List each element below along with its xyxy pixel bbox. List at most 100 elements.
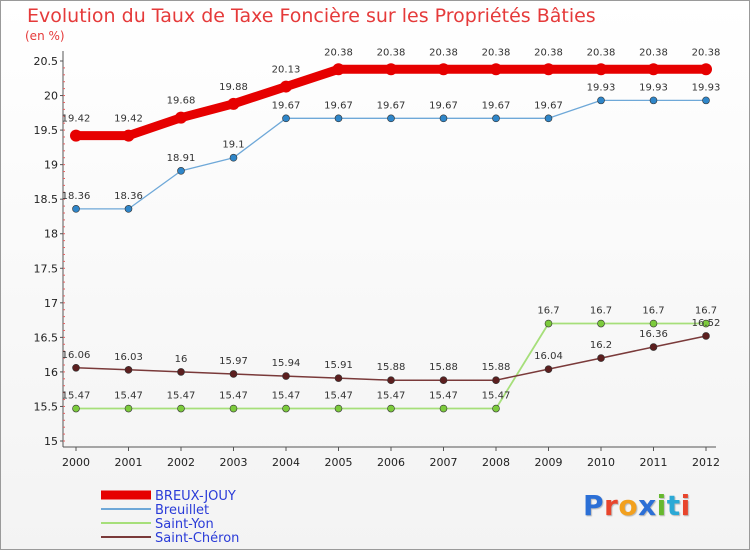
x-tick-label: 2000 — [62, 456, 90, 469]
data-point — [70, 129, 82, 142]
y-tick-label: 20.5 — [34, 55, 59, 68]
data-point — [385, 63, 397, 76]
data-label: 15.88 — [377, 362, 406, 373]
data-label: 15.88 — [482, 362, 511, 373]
data-label: 16.06 — [62, 350, 91, 361]
data-point — [647, 63, 660, 76]
data-point — [72, 363, 80, 372]
data-point — [597, 96, 605, 105]
logo-letter: P — [583, 489, 605, 522]
data-point — [229, 370, 238, 378]
data-point — [124, 205, 133, 213]
data-point — [124, 404, 133, 413]
data-label: 16.7 — [642, 306, 664, 317]
y-tick-label: 19.5 — [34, 124, 59, 137]
x-tick-label: 2005 — [325, 456, 353, 469]
data-point — [492, 404, 500, 413]
y-tick-label: 18 — [44, 228, 58, 241]
data-point — [437, 63, 450, 76]
data-point — [177, 368, 185, 376]
data-label: 16.36 — [639, 329, 668, 340]
x-tick-label: 2008 — [482, 456, 510, 469]
data-point — [702, 332, 710, 340]
data-label: 19.67 — [272, 100, 301, 111]
data-point — [229, 153, 238, 162]
data-label: 19.67 — [482, 100, 511, 111]
y-tick-label: 20 — [44, 90, 58, 103]
data-point — [544, 114, 553, 123]
data-labels: 19.42 19.42 19.68 19.88 20.13 20.38 20.38 20.38… — [62, 47, 721, 401]
y-tick-label: 15 — [44, 435, 58, 448]
data-point — [334, 114, 343, 123]
data-point — [229, 404, 238, 413]
data-point — [649, 343, 658, 351]
data-label: 19.67 — [534, 100, 563, 111]
data-label: 20.38 — [587, 47, 616, 58]
y-tick-label: 15.5 — [34, 400, 59, 413]
x-tick-label: 2009 — [535, 456, 563, 469]
data-point — [387, 404, 395, 413]
data-point — [387, 376, 395, 385]
logo-letter: i — [680, 489, 691, 522]
data-point — [544, 365, 553, 373]
data-point — [124, 366, 133, 374]
y-tick-label: 16 — [44, 366, 58, 379]
data-label: 15.94 — [272, 358, 301, 369]
data-point — [227, 97, 240, 110]
data-label: 20.38 — [692, 47, 721, 58]
data-label: 16.04 — [534, 351, 563, 362]
data-label: 16.7 — [537, 306, 559, 317]
data-point — [177, 404, 185, 413]
logo-letter: r — [604, 489, 619, 522]
x-tick-label: 2002 — [167, 456, 195, 469]
data-point — [492, 114, 500, 123]
unit-label: (en %) — [25, 29, 65, 43]
data-point — [492, 376, 500, 385]
data-point — [649, 319, 658, 328]
data-label: 20.38 — [377, 47, 406, 58]
legend-label: Breuillet — [155, 503, 209, 518]
data-point — [282, 372, 290, 380]
data-label: 15.47 — [377, 391, 406, 402]
data-point — [72, 205, 80, 213]
data-point — [334, 404, 343, 413]
proxiti-logo: Proxiti — [583, 489, 691, 522]
data-point — [282, 404, 290, 413]
data-point — [595, 63, 607, 76]
data-label: 15.47 — [114, 391, 143, 402]
x-tick-label: 2012 — [692, 456, 720, 469]
data-point — [122, 129, 135, 142]
data-point — [544, 319, 553, 328]
data-label: 15.47 — [62, 391, 91, 402]
data-label: 16.2 — [590, 340, 612, 351]
data-label: 19.88 — [219, 82, 248, 93]
x-tick-label: 2004 — [272, 456, 300, 469]
data-label: 20.38 — [324, 47, 353, 58]
series-layer — [70, 63, 712, 413]
logo-letter: x — [638, 489, 657, 522]
data-label: 20.38 — [482, 47, 511, 58]
data-label: 19.1 — [222, 140, 244, 151]
axes: 15 15.5 16 16.5 17 17.5 18 18.5 19 19.5 20 20.5 2000… — [34, 51, 720, 469]
data-label: 19.42 — [114, 114, 143, 125]
x-tick-label: 2006 — [377, 456, 405, 469]
data-point — [490, 63, 502, 76]
data-point — [439, 376, 448, 385]
data-label: 16.7 — [695, 306, 717, 317]
y-tick-label: 17.5 — [34, 262, 59, 275]
logo-letter: t — [666, 489, 681, 522]
data-label: 20.38 — [429, 47, 458, 58]
x-tick-label: 2011 — [640, 456, 668, 469]
data-label: 16 — [175, 354, 188, 365]
data-label: 16.7 — [590, 306, 612, 317]
y-tick-label: 16.5 — [34, 331, 59, 344]
data-label: 20.38 — [534, 47, 563, 58]
x-tick-label: 2003 — [220, 456, 248, 469]
data-label: 19.67 — [429, 100, 458, 111]
data-label: 15.47 — [219, 391, 248, 402]
data-point — [439, 114, 448, 123]
data-label: 16.52 — [692, 318, 721, 329]
data-point — [387, 114, 395, 123]
